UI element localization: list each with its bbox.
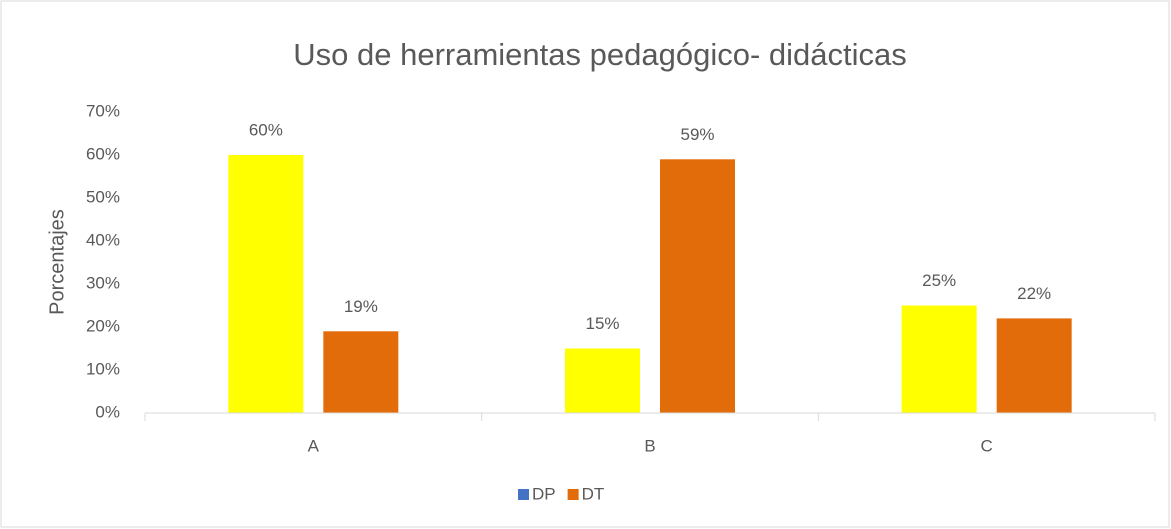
- x-tick-label: B: [644, 436, 655, 455]
- legend-swatch: [567, 489, 579, 500]
- legend-label: DT: [582, 484, 605, 503]
- y-tick-label: 40%: [86, 230, 120, 249]
- y-tick-label: 0%: [95, 402, 120, 421]
- y-tick-label: 50%: [86, 187, 120, 206]
- x-tick-label: A: [308, 436, 320, 455]
- x-tick-label: C: [981, 436, 993, 455]
- data-label: 60%: [249, 120, 283, 139]
- y-tick-label: 60%: [86, 144, 120, 163]
- y-tick-label: 20%: [86, 316, 120, 335]
- bar: [901, 305, 977, 413]
- y-tick-label: 10%: [86, 359, 120, 378]
- y-axis-label: Porcentajes: [46, 209, 68, 315]
- legend-label: DP: [532, 484, 556, 503]
- bar: [996, 318, 1072, 413]
- bar: [228, 155, 304, 413]
- bar: [660, 159, 735, 413]
- y-tick-label: 30%: [86, 273, 120, 292]
- data-label: 19%: [344, 297, 378, 316]
- data-label: 15%: [585, 314, 619, 333]
- chart-title: Uso de herramientas pedagógico- didáctic…: [293, 37, 906, 72]
- bar: [565, 348, 640, 413]
- data-label: 22%: [1017, 284, 1051, 303]
- data-label: 25%: [922, 271, 956, 290]
- y-tick-label: 70%: [86, 101, 120, 120]
- data-label: 59%: [680, 125, 714, 144]
- legend-swatch: [518, 489, 529, 500]
- bar: [323, 331, 399, 413]
